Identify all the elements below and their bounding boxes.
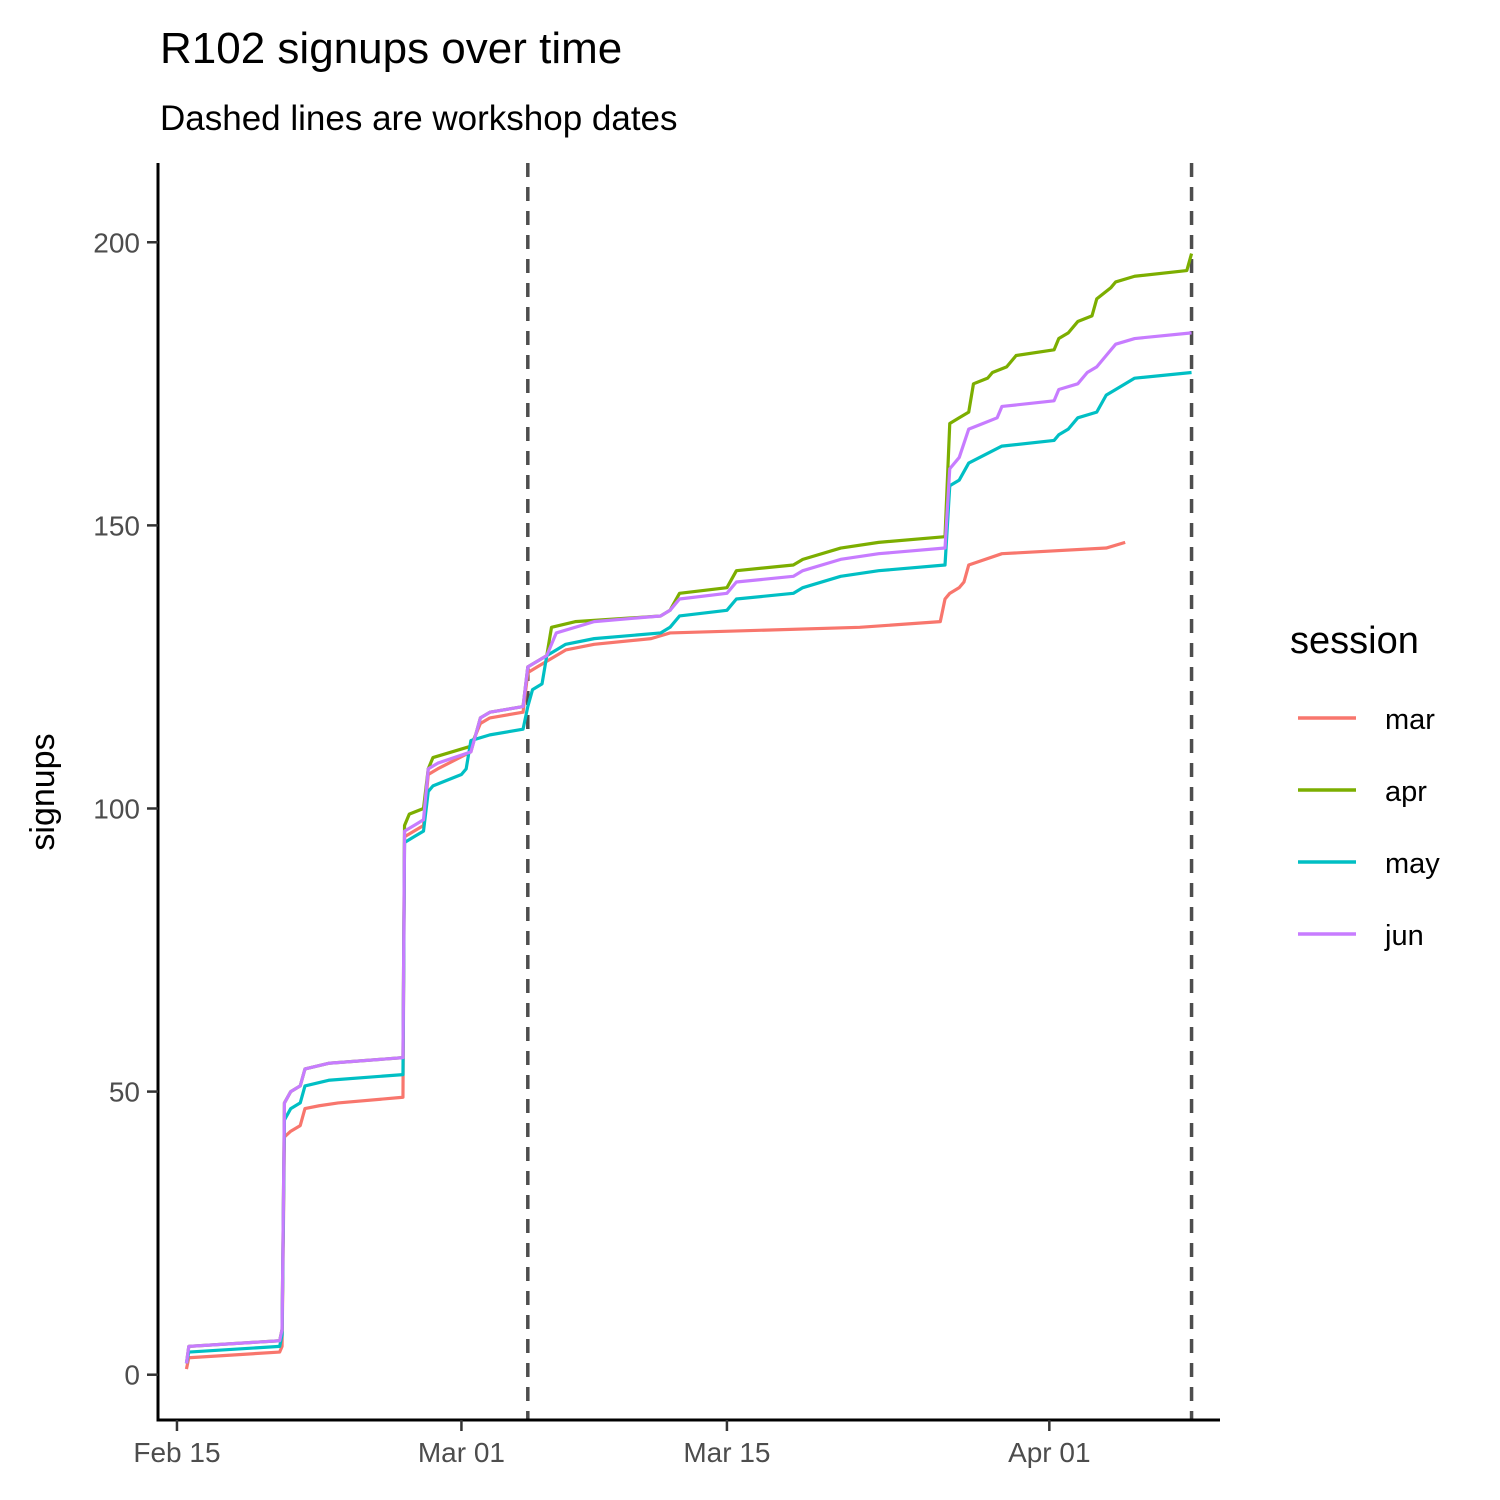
y-tick-label: 150 bbox=[93, 510, 140, 541]
y-tick-label: 100 bbox=[93, 793, 140, 824]
legend-label-jun: jun bbox=[1384, 920, 1424, 952]
chart-title: R102 signups over time bbox=[160, 24, 622, 73]
series-line-may bbox=[184, 370, 1192, 1364]
legend-label-mar: mar bbox=[1385, 704, 1435, 736]
chart-subtitle: Dashed lines are workshop dates bbox=[160, 99, 678, 138]
series-lines bbox=[184, 253, 1194, 1370]
x-tick-label: Mar 15 bbox=[683, 1437, 770, 1468]
y-tick-label: 0 bbox=[124, 1360, 140, 1391]
series-line-jun bbox=[184, 331, 1192, 1364]
legend-items: mar apr may jun bbox=[1298, 704, 1440, 952]
y-axis-title: signups bbox=[24, 733, 62, 850]
x-axis-ticks: Feb 15 Mar 01 Mar 15 Apr 01 bbox=[133, 1420, 1091, 1468]
workshop-date-lines bbox=[526, 163, 1194, 1420]
x-tick-label: Apr 01 bbox=[1008, 1437, 1091, 1468]
x-tick-label: Feb 15 bbox=[133, 1437, 220, 1468]
legend: session mar apr may jun bbox=[1290, 620, 1440, 952]
x-tick-label: Mar 01 bbox=[418, 1437, 505, 1468]
y-tick-label: 50 bbox=[109, 1077, 140, 1108]
y-axis-ticks: 0 50 100 150 200 bbox=[93, 227, 158, 1391]
series-line-mar bbox=[184, 540, 1126, 1370]
legend-title: session bbox=[1290, 620, 1419, 662]
y-tick-label: 200 bbox=[93, 227, 140, 258]
legend-label-may: may bbox=[1385, 848, 1440, 880]
series-line-apr bbox=[184, 253, 1194, 1364]
legend-label-apr: apr bbox=[1385, 776, 1427, 808]
